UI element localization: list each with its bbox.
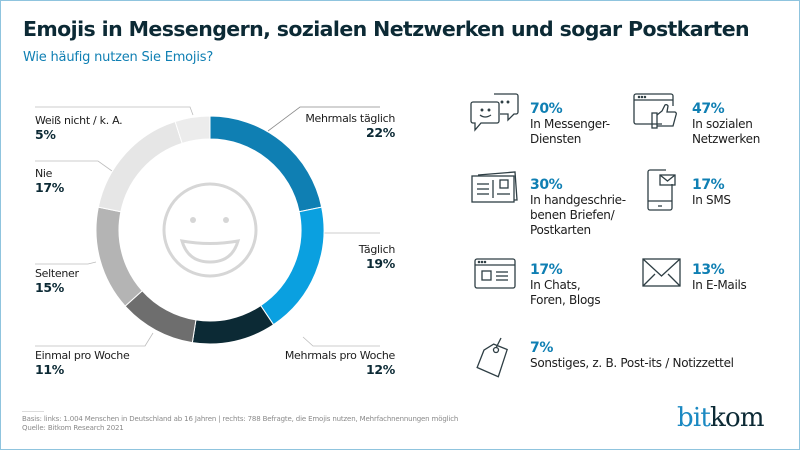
stat-text: Postkarten: [530, 223, 591, 237]
stat-sms: 17% In SMS: [692, 177, 731, 208]
footer-notes: Basis: links: 1.004 Menschen in Deutschl…: [22, 415, 458, 433]
page-title: Emojis in Messengern, sozialen Netzwerke…: [23, 17, 750, 41]
segment-label-nie: Nie 17%: [35, 167, 64, 195]
smartphone-sms-icon: [647, 169, 676, 211]
segment-name: Einmal pro Woche: [35, 349, 130, 362]
segment-name: Weiß nicht / k. A.: [35, 114, 123, 127]
donut-segment-täglich: [260, 206, 325, 326]
leader-lines: [35, 106, 380, 347]
stat-text: In handgeschrie-: [530, 193, 626, 207]
segment-value: 19%: [365, 256, 395, 271]
footer-basis: Basis: links: 1.004 Menschen in Deutschl…: [22, 415, 459, 423]
segment-name: Mehrmals pro Woche: [284, 349, 395, 362]
stat-percent: 70%: [530, 101, 563, 117]
envelope-icon: [642, 258, 681, 287]
segment-value: 17%: [35, 180, 65, 195]
footer-source: Quelle: Bitkom Research 2021: [22, 424, 124, 432]
stat-text: In Messenger-: [530, 117, 610, 131]
segment-label-mehrmals-taeglich: Mehrmals täglich 22%: [305, 112, 395, 140]
stat-text: Diensten: [530, 132, 582, 146]
segment-label-seltener: Seltener 15%: [35, 267, 79, 295]
logo-part-kom: kom: [710, 403, 764, 433]
segment-value: 5%: [35, 127, 56, 142]
donut-segment-weiß-nicht-k-a: [174, 115, 211, 144]
segment-value: 22%: [365, 125, 395, 140]
leader-line: [35, 160, 113, 172]
stat-text: Foren, Blogs: [530, 293, 601, 307]
browser-window-icon: [474, 258, 516, 289]
segment-label-mehrmals-pro-woche: Mehrmals pro Woche 12%: [285, 349, 395, 377]
stat-text: In Chats,: [530, 278, 581, 292]
stat-social-networks: 47% In sozialen Netzwerken: [692, 101, 760, 147]
segment-value: 11%: [35, 362, 65, 377]
donut-segment-seltener: [95, 206, 143, 307]
stat-percent: 7%: [530, 340, 553, 356]
stat-other: 7% Sonstiges, z. B. Post-its / Notizzett…: [530, 340, 734, 371]
leader-line: [267, 106, 380, 132]
stat-text: In E-Mails: [692, 278, 747, 292]
donut-segment-mehrmals-pro-woche: [191, 304, 275, 345]
stat-text: Netzwerken: [692, 132, 761, 146]
segment-name: Täglich: [358, 243, 396, 256]
segment-label-einmal-pro-woche: Einmal pro Woche 11%: [35, 349, 130, 377]
segment-name: Nie: [35, 167, 53, 180]
stat-text: Sonstiges, z. B. Post-its / Notizzettel: [530, 356, 734, 370]
segment-name: Seltener: [35, 267, 79, 280]
logo-part-bit: bit: [677, 403, 711, 433]
footer-divider: [22, 411, 44, 412]
segment-label-weiss-nicht: Weiß nicht / k. A. 5%: [35, 114, 123, 142]
smiley-face-icon: [162, 182, 258, 278]
stat-text: In SMS: [692, 193, 731, 207]
leader-line: [35, 261, 97, 265]
bitkom-logo: bitkom: [677, 403, 764, 433]
stat-percent: 17%: [530, 262, 563, 278]
page-subtitle: Wie häufig nutzen Sie Emojis?: [23, 50, 214, 65]
stat-percent: 47%: [692, 101, 725, 117]
leader-line: [302, 336, 380, 347]
chat-bubbles-icon: [470, 93, 519, 132]
leader-line: [35, 106, 194, 116]
stat-text: benen Briefen/: [530, 208, 615, 222]
segment-value: 15%: [35, 280, 65, 295]
stat-percent: 17%: [692, 177, 725, 193]
segment-value: 12%: [365, 362, 395, 377]
stat-percent: 30%: [530, 177, 563, 193]
price-tag-icon: [476, 337, 508, 378]
segment-label-taeglich: Täglich 19%: [358, 243, 396, 271]
stat-handwritten-letters: 30% In handgeschrie- benen Briefen/ Post…: [530, 177, 626, 238]
stat-percent: 13%: [692, 262, 725, 278]
donut-segments: [95, 115, 325, 345]
segment-name: Mehrmals täglich: [305, 112, 395, 125]
stat-text: In sozialen: [692, 117, 753, 131]
postcard-icon: [471, 171, 518, 203]
stat-chats-forums-blogs: 17% In Chats, Foren, Blogs: [530, 262, 601, 308]
stat-emails: 13% In E-Mails: [692, 262, 747, 293]
social-like-icon: [633, 93, 677, 129]
stat-messenger: 70% In Messenger- Diensten: [530, 101, 610, 147]
leader-line: [35, 332, 154, 347]
donut-segment-einmal-pro-woche: [124, 290, 197, 344]
